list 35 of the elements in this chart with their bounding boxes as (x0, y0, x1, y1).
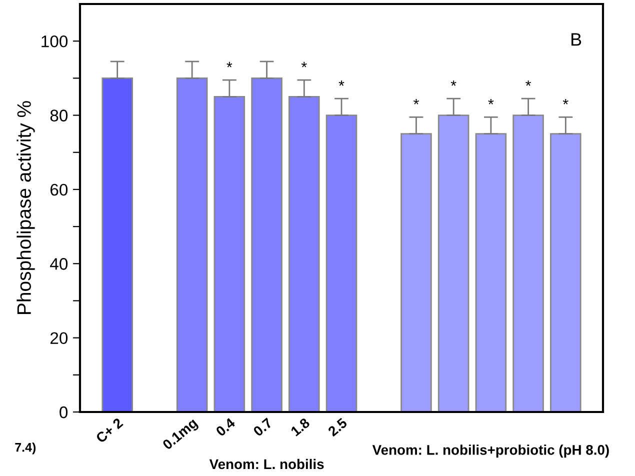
bar (214, 96, 246, 412)
bar (176, 77, 208, 412)
y-tick-label: 40 (50, 258, 68, 270)
y-tick-label: 20 (50, 332, 68, 344)
bar (326, 114, 358, 412)
y-tick-label: 60 (50, 184, 68, 196)
x-tick-label: 1.8 (290, 417, 310, 437)
bar (475, 133, 507, 412)
data-label: * (562, 98, 568, 104)
data-label: * (226, 62, 232, 68)
data-label: * (450, 80, 456, 86)
x-tick-label: C+ 2 (95, 418, 124, 444)
x-tick-label: 0.7 (252, 418, 273, 437)
data-label: * (488, 98, 494, 104)
data-label: * (413, 98, 419, 104)
y-tick-label: 0 (60, 406, 68, 418)
bar (512, 114, 544, 412)
bar (251, 77, 282, 412)
annotation: B (572, 33, 582, 46)
text: Venom: L. nobilis (209, 458, 324, 470)
bar (400, 133, 432, 412)
y-tick-label: 80 (50, 110, 68, 122)
x-tick-label: 2.5 (327, 417, 348, 437)
data-label: * (338, 80, 344, 86)
bar (438, 114, 470, 412)
x-tick-label: 0.4 (215, 417, 236, 437)
text: 7.4) (15, 442, 36, 454)
text: Venom: L. nobilis+probiotic (pH 8.0) (372, 444, 609, 458)
y-tick-label: 100 (42, 35, 68, 48)
y-axis-title: Phospholipase activity % (16, 101, 35, 314)
bar (102, 77, 133, 412)
bar (288, 96, 320, 412)
data-label: * (526, 80, 532, 86)
bar (550, 133, 582, 412)
data-label: * (301, 62, 307, 68)
